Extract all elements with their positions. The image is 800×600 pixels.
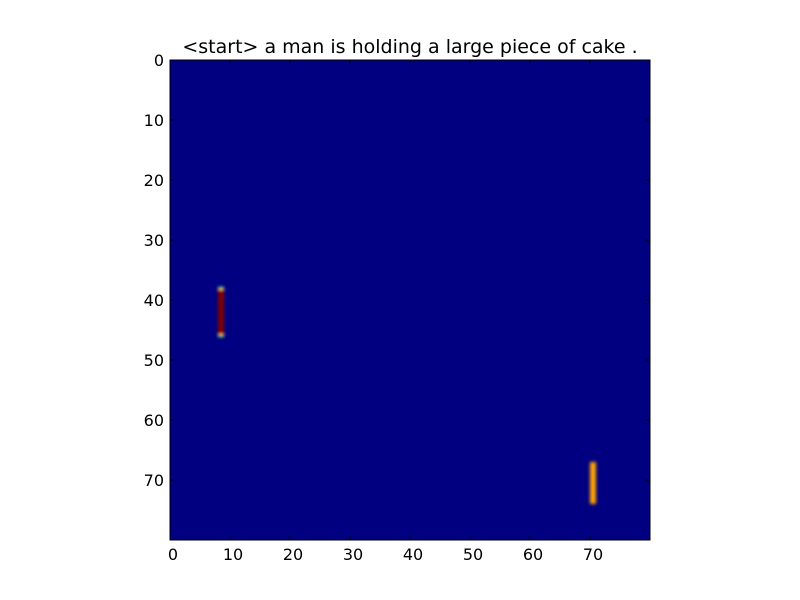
heatmap-hotspot-2 bbox=[590, 462, 596, 504]
y-tick-label: 20 bbox=[144, 171, 164, 190]
x-axis: 0 10 20 30 40 50 60 70 bbox=[168, 60, 603, 564]
x-tick-label: 10 bbox=[223, 545, 243, 564]
x-tick-label: 20 bbox=[283, 545, 303, 564]
y-tick-label: 10 bbox=[144, 111, 164, 130]
x-tick-label: 40 bbox=[403, 545, 423, 564]
x-tick-label: 50 bbox=[463, 545, 483, 564]
x-tick-label: 0 bbox=[168, 545, 178, 564]
y-tick-label: 40 bbox=[144, 291, 164, 310]
x-tick-label: 30 bbox=[343, 545, 363, 564]
heatmap-hotspot-1 bbox=[218, 287, 224, 337]
y-tick-label: 0 bbox=[154, 51, 164, 70]
y-tick-label: 30 bbox=[144, 231, 164, 250]
y-tick-label: 70 bbox=[144, 471, 164, 490]
x-tick-label: 70 bbox=[583, 545, 603, 564]
x-tick-label: 60 bbox=[523, 545, 543, 564]
chart-title: <start> a man is holding a large piece o… bbox=[182, 36, 637, 58]
heatmap-hotspots bbox=[218, 287, 596, 504]
heatmap-hotspot-core bbox=[218, 291, 224, 333]
heatmap-background bbox=[170, 60, 650, 540]
y-tick-label: 60 bbox=[144, 411, 164, 430]
y-axis: 0 10 20 30 40 50 60 70 bbox=[144, 51, 650, 490]
y-tick-label: 50 bbox=[144, 351, 164, 370]
heatmap-hotspot-core bbox=[590, 462, 596, 504]
